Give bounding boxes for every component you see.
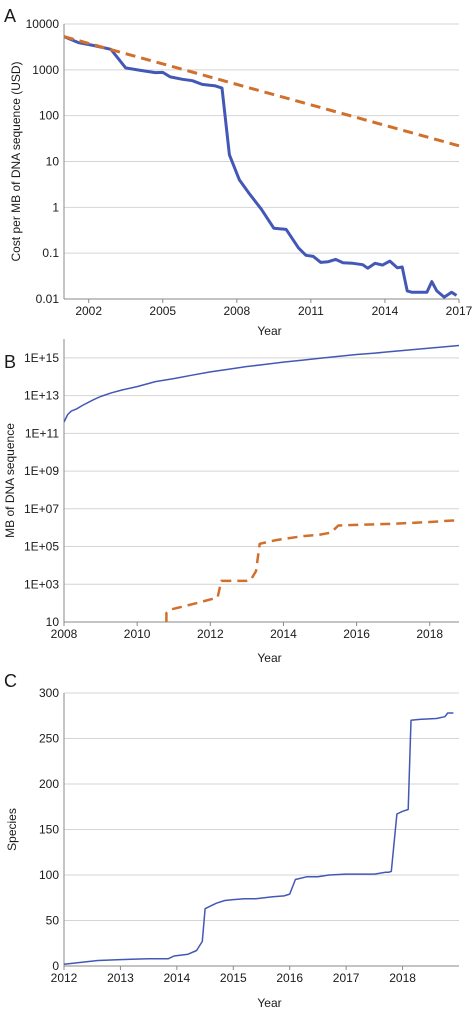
solid-series-line	[64, 344, 460, 423]
y-tick-label: 0.1	[42, 246, 59, 260]
y-tick-label: 50	[46, 914, 60, 928]
y-axis-title: Cost per MB of DNA sequence (USD)	[9, 61, 23, 261]
x-tick-label: 2013	[107, 971, 134, 985]
y-tick-label: 1E+03	[24, 577, 59, 591]
y-tick-label: 250	[39, 732, 59, 746]
x-tick-label: 2002	[75, 304, 102, 318]
x-tick-label: 2011	[298, 304, 324, 318]
dashed-series-line	[165, 518, 460, 622]
x-tick-label: 2018	[389, 971, 416, 985]
x-tick-label: 2015	[220, 971, 247, 985]
y-tick-label: 1E+09	[24, 464, 59, 478]
chart-panel-a: A 0.01 0.1 1 10 100 1000 10000 2002 2005 2008 2011 2…	[4, 6, 473, 338]
y-tick-label: 1E+13	[24, 389, 59, 403]
y-tick-label: 0	[52, 959, 59, 973]
x-axis-title: Year	[257, 324, 281, 338]
panel-letter: B	[4, 352, 16, 372]
y-tick-label: 1E+05	[24, 540, 59, 554]
panel-letter: A	[4, 6, 16, 26]
x-tick-label: 2014	[164, 971, 191, 985]
x-tick-label: 2017	[333, 971, 360, 985]
y-axis-title: Species	[5, 808, 19, 851]
y-tick-label: 0.01	[36, 292, 60, 306]
y-tick-label: 300	[39, 686, 59, 700]
x-tick-label: 2016	[343, 627, 370, 641]
x-tick-label: 2012	[51, 971, 78, 985]
x-tick-label: 2005	[149, 304, 176, 318]
y-tick-label: 1	[52, 200, 59, 214]
x-tick-label: 2014	[372, 304, 399, 318]
y-tick-label: 1E+15	[24, 351, 59, 365]
x-tick-label: 2010	[124, 627, 151, 641]
x-axis-title: Year	[257, 996, 281, 1010]
y-tick-label: 100	[39, 868, 59, 882]
chart-panel-b: B 10 1E+03 1E+05 1E+07 1E+09 1E+11 1E+13 1E+15 20…	[3, 339, 460, 665]
y-tick-label: 200	[39, 777, 59, 791]
chart-panel-c: C 0 50 100 150 200 250 300 2012 2013 2014 2015 2016 2…	[4, 671, 459, 1010]
y-tick-label: 150	[39, 823, 59, 837]
x-tick-label: 2014	[270, 627, 297, 641]
y-tick-label: 1000	[32, 63, 59, 77]
x-tick-label: 2012	[197, 627, 224, 641]
x-tick-label: 2008	[223, 304, 250, 318]
x-tick-label: 2008	[51, 627, 78, 641]
y-axis-title: MB of DNA sequence	[3, 423, 17, 538]
y-tick-label: 10000	[26, 17, 60, 31]
y-tick-label: 1E+07	[24, 502, 59, 516]
solid-series-line	[64, 35, 458, 299]
y-tick-label: 10	[46, 615, 60, 629]
x-tick-label: 2017	[446, 304, 473, 318]
dashed-series-line	[64, 35, 460, 148]
y-tick-label: 1E+11	[25, 426, 59, 440]
solid-series-line	[64, 712, 454, 965]
y-tick-label: 100	[39, 109, 59, 123]
y-tick-label: 10	[46, 155, 60, 169]
x-tick-label: 2016	[276, 971, 303, 985]
x-axis-title: Year	[257, 651, 281, 665]
x-tick-label: 2018	[416, 627, 443, 641]
panel-letter: C	[4, 671, 17, 691]
